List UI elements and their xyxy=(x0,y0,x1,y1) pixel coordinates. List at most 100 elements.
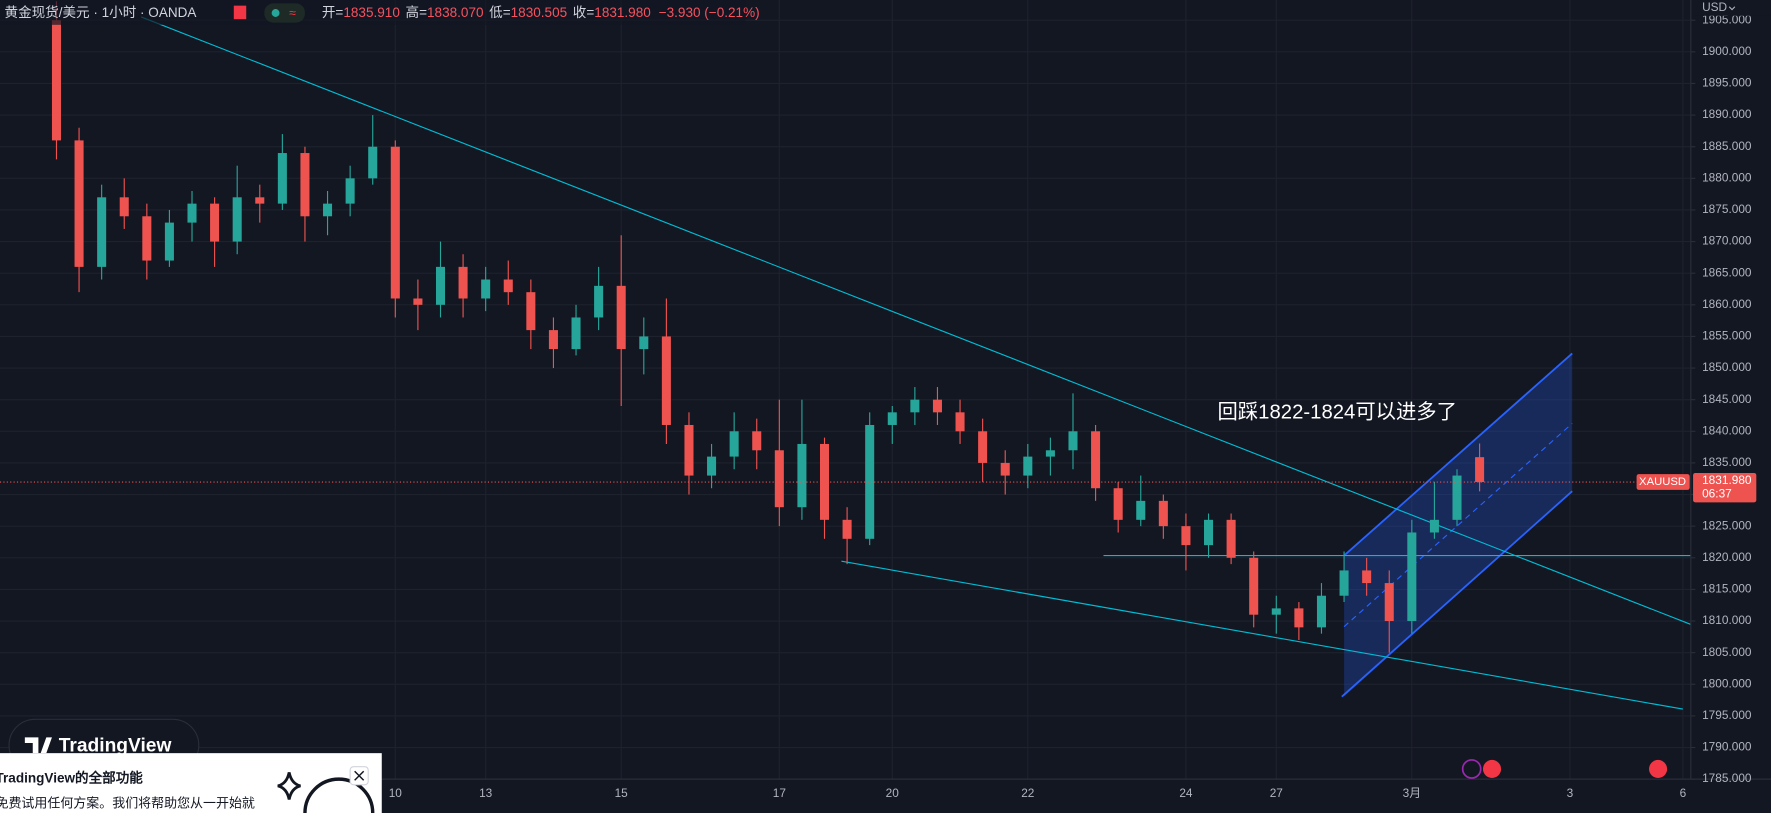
candle-body xyxy=(300,153,310,217)
y-tick-label: 1870.000 xyxy=(1702,234,1752,248)
y-tick-label: 1840.000 xyxy=(1702,423,1752,437)
annotation: 回踩1822-1824可以进多了 xyxy=(1218,401,1457,424)
candle-body xyxy=(661,336,671,425)
y-tick-label: 1805.000 xyxy=(1702,645,1752,659)
x-tick-label: 10 xyxy=(389,786,403,800)
flag-event-icon[interactable] xyxy=(1482,759,1502,778)
candle-body xyxy=(1452,475,1462,520)
x-tick-label: 6 xyxy=(1680,786,1687,800)
candle-body xyxy=(390,146,400,299)
candle-body xyxy=(503,279,513,293)
candle-body xyxy=(1249,557,1259,615)
x-tick-label: 3 xyxy=(1567,786,1574,800)
trend-line-lower xyxy=(841,560,1683,710)
candle-body xyxy=(1271,608,1281,615)
currency-caret xyxy=(1728,6,1736,11)
candles xyxy=(0,1,1691,653)
candle-body xyxy=(752,431,762,451)
axis-labels: 1785.000 1790.000 1795.000 1800.000 1805.000… xyxy=(389,12,1757,800)
candle-body xyxy=(1045,450,1055,457)
candle-body xyxy=(1384,583,1394,622)
change: −3.930 (−0.21%) xyxy=(659,5,760,20)
candle-body xyxy=(74,140,84,267)
y-tick-label: 1795.000 xyxy=(1702,708,1752,722)
flag-icon[interactable] xyxy=(233,5,247,20)
candle-body xyxy=(277,153,287,204)
candle-body xyxy=(707,456,717,476)
candle-body xyxy=(255,197,265,204)
countdown: 06:37 xyxy=(1702,487,1732,501)
y-tick-label: 1900.000 xyxy=(1702,44,1752,58)
popup-close-x xyxy=(354,770,365,781)
brand-name: TradingView xyxy=(59,735,172,756)
candle-body xyxy=(323,203,333,217)
popup-art xyxy=(303,777,375,813)
candle-body xyxy=(1362,570,1372,584)
y-tick-label: 1860.000 xyxy=(1702,297,1752,311)
candle-body xyxy=(458,266,468,299)
x-tick-label: 20 xyxy=(886,786,900,800)
candle-body xyxy=(1113,488,1123,520)
candle-body xyxy=(955,412,965,432)
candle-body xyxy=(345,178,355,204)
y-tick-label: 1825.000 xyxy=(1702,518,1752,532)
candle-body xyxy=(1023,456,1033,476)
candle-body xyxy=(526,292,536,331)
ohlc-value: 1838.070 xyxy=(427,5,484,20)
currency[interactable]: USD xyxy=(1702,0,1727,14)
price-axis xyxy=(1690,0,1771,813)
symbol[interactable]: 黄金现货/美元 · 1小时 · OANDA xyxy=(5,4,198,20)
symbol-tag: XAUUSD xyxy=(1639,476,1686,488)
candle-body xyxy=(1204,519,1214,546)
candle-body xyxy=(413,298,423,305)
y-tick-label: 1845.000 xyxy=(1702,392,1752,406)
y-tick-label: 1790.000 xyxy=(1702,740,1752,754)
popup-sparkle xyxy=(277,772,301,800)
x-tick-label: 22 xyxy=(1021,786,1034,800)
candle-body xyxy=(142,216,152,261)
currency-bg xyxy=(1694,0,1771,16)
candle-body xyxy=(1407,532,1417,622)
candle-body xyxy=(210,203,220,242)
ohlc-value: 1835.910 xyxy=(343,5,400,20)
ohlc-legend: 开= 1835.910 高= 1838.070 低= 1830.505 收= 1831.980… xyxy=(322,4,760,20)
candle-body xyxy=(1429,519,1439,533)
grid xyxy=(0,0,1691,780)
channel-lower xyxy=(1341,490,1573,698)
y-tick-label: 1880.000 xyxy=(1702,170,1752,184)
y-tick-label: 1810.000 xyxy=(1702,613,1752,627)
y-tick-label: 1850.000 xyxy=(1702,360,1752,374)
candle-body xyxy=(97,197,107,267)
ohlc-label: 收= xyxy=(573,5,595,20)
x-tick-label: 13 xyxy=(479,786,493,800)
y-tick-label: 1815.000 xyxy=(1702,582,1752,596)
x-tick-label: 3月 xyxy=(1403,786,1421,800)
y-tick-label: 1890.000 xyxy=(1702,107,1752,121)
x-tick-label: 24 xyxy=(1179,786,1193,800)
candle-body xyxy=(910,399,920,413)
candle-body xyxy=(842,519,852,539)
candle-body xyxy=(1181,526,1191,546)
y-tick-label: 1800.000 xyxy=(1702,676,1752,690)
y-tick-label: 1865.000 xyxy=(1702,265,1752,279)
brand-logo xyxy=(24,737,52,754)
candle-body xyxy=(1475,457,1485,483)
status-pill[interactable] xyxy=(264,3,305,23)
candle-body xyxy=(978,431,988,463)
candle-body xyxy=(865,424,875,539)
candle-body xyxy=(1000,462,1010,476)
flag-event-icon[interactable] xyxy=(1649,759,1668,778)
ohlc-value: 1830.505 xyxy=(511,5,568,20)
symbol-tag-bg xyxy=(1636,474,1690,490)
ohlc-label: 开= xyxy=(322,5,344,20)
status-dot xyxy=(271,9,280,17)
status-icon: ≈ xyxy=(289,6,296,20)
candle-body xyxy=(1091,431,1101,489)
popup-title: TradingView的全部功能 xyxy=(0,770,143,786)
candle-body xyxy=(684,424,694,476)
candle-body xyxy=(616,285,626,350)
candle-body xyxy=(1339,570,1349,596)
event-icon[interactable] xyxy=(1461,759,1482,779)
